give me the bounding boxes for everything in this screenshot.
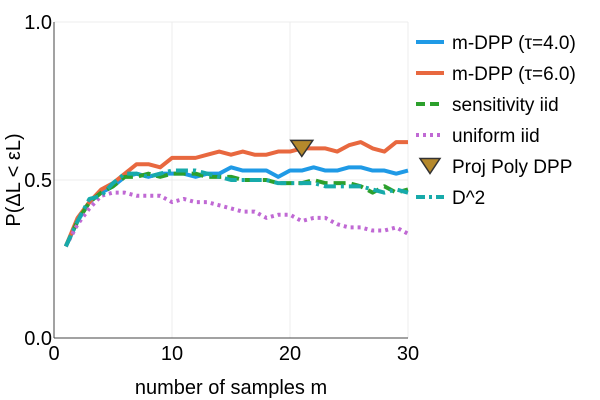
y-tick-label: 0.0 <box>24 328 52 350</box>
legend-label-sensitivity-iid: sensitivity iid <box>452 95 559 116</box>
series-marker-proj-poly-dpp <box>289 139 315 158</box>
legend: m-DPP (τ=4.0) m-DPP (τ=6.0) sensitivity ii… <box>416 33 576 209</box>
y-axis-title: P(ΔL < εL) <box>3 133 25 226</box>
x-tick-label: 10 <box>161 343 183 365</box>
legend-label-m-dpp-4-0: m-DPP (τ=4.0) <box>452 33 576 54</box>
legend-label-m-dpp-6-0: m-DPP (τ=6.0) <box>452 64 576 85</box>
x-tick-label: 0 <box>48 343 59 365</box>
legend-label-proj-poly-dpp: Proj Poly DPP <box>452 157 572 178</box>
axes <box>53 22 408 339</box>
series-line-d-2 <box>63 168 409 248</box>
x-axis-title: number of samples m <box>135 377 327 399</box>
series-line-uniform-iid <box>64 190 409 248</box>
series-group <box>63 139 409 248</box>
x-tick-label: 30 <box>397 343 419 365</box>
legend-swatch-proj-poly-dpp <box>418 157 442 175</box>
y-tick-label: 0.5 <box>24 170 52 192</box>
series-line-m-dpp-6-0 <box>63 140 408 248</box>
x-tick-label: 20 <box>279 343 301 365</box>
legend-label-uniform-iid: uniform iid <box>452 126 540 147</box>
tick-labels: 0 10 20 30 0.0 0.5 1.0 <box>24 12 419 365</box>
series-line-sensitivity-iid <box>63 171 409 248</box>
legend-label-d-2: D^2 <box>452 188 485 209</box>
y-tick-label: 1.0 <box>24 12 52 34</box>
